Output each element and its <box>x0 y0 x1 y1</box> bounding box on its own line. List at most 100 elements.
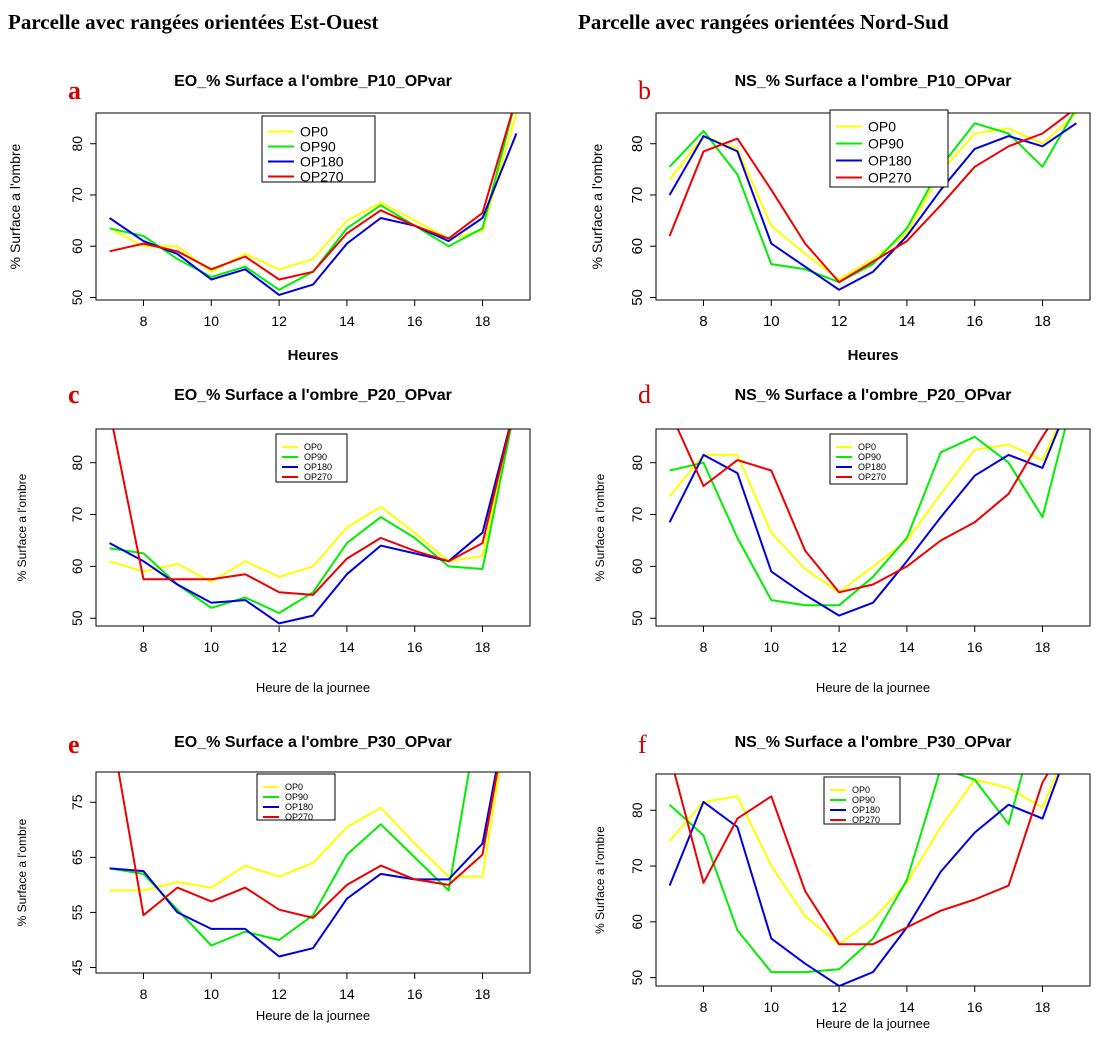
x-tick-label: 14 <box>339 986 355 1002</box>
series-group <box>668 774 1060 986</box>
x-tick-label: 16 <box>967 639 983 655</box>
series-line-op180 <box>668 774 1060 986</box>
x-tick-label: 8 <box>700 639 708 655</box>
x-tick-label: 12 <box>271 639 287 655</box>
x-tick-label: 18 <box>1034 313 1051 330</box>
y-tick-label: 65 <box>69 849 85 865</box>
x-axis-label: Heures <box>288 347 339 364</box>
y-axis-label: % Surface a l'ombre <box>589 143 605 269</box>
y-axis-label: % Surface a l'ombre <box>593 473 607 581</box>
y-tick-label: 80 <box>629 802 645 818</box>
x-axis-label: Heure de la journee <box>816 1016 930 1031</box>
legend-label-op180: OP180 <box>304 462 332 472</box>
x-tick-label: 18 <box>475 639 491 655</box>
series-line-op90 <box>668 113 1075 284</box>
y-tick-label: 70 <box>629 187 646 204</box>
panel-letter-e: e <box>68 730 80 759</box>
chart-e-svg: EO_% Surface a l'ombre_P30_OPvar 8 10 12 14 1… <box>15 734 531 1023</box>
series-group <box>668 113 1078 291</box>
x-tick-label: 12 <box>831 639 847 655</box>
x-tick-label: 8 <box>140 986 148 1002</box>
series-line-op270 <box>109 113 513 281</box>
x-tick-label: 18 <box>1035 639 1051 655</box>
series-group <box>109 772 501 958</box>
series-group <box>109 113 518 296</box>
legend-label-op0: OP0 <box>852 785 870 795</box>
chart-c-svg: EO_% Surface a l'ombre_P20_OPvar 8 10 12 14 1… <box>15 387 531 695</box>
y-tick-label: 50 <box>629 610 645 626</box>
series-line-op270 <box>668 113 1072 284</box>
x-tick-label: 8 <box>140 639 148 655</box>
chart-panel-f: NS_% Surface a l'ombre_P30_OPvar 8 10 12 14 1… <box>560 722 1100 1047</box>
series-line-op0 <box>668 113 1078 281</box>
series-line-op90 <box>109 429 512 614</box>
x-tick-label: 14 <box>899 313 916 330</box>
x-tick-label: 10 <box>203 313 219 329</box>
x-tick-label: 8 <box>699 313 707 330</box>
x-tick-label: 16 <box>407 986 423 1002</box>
y-tick-label: 70 <box>69 187 85 203</box>
chart-f-svg: NS_% Surface a l'ombre_P30_OPvar 8 10 12 14 1… <box>593 734 1091 1031</box>
legend-label-op90: OP90 <box>868 135 904 151</box>
series-line-op90 <box>669 429 1067 607</box>
x-axis-label: Heures <box>848 347 899 364</box>
series-line-op180 <box>668 122 1077 291</box>
legend-box <box>829 433 908 485</box>
y-axis-label: % Surface a l'ombre <box>7 143 23 269</box>
y-axis-label: % Surface a l'ombre <box>15 818 29 926</box>
column-header-est-ouest: Parcelle avec rangées orientées Est-Oues… <box>8 10 379 34</box>
x-tick-label: 14 <box>339 313 355 329</box>
series-line-op180 <box>109 772 498 958</box>
x-axis-label: Heure de la journee <box>256 1008 370 1023</box>
series-line-op270 <box>673 774 1049 946</box>
chart-panel-b: NS_% Surface a l'ombre_P10_OPvar 8 10 12 14 1… <box>560 68 1100 393</box>
legend-label-op270: OP270 <box>868 169 912 185</box>
legend-label-op0: OP0 <box>858 442 876 452</box>
legend-label-op270: OP270 <box>285 812 313 822</box>
y-tick-label: 60 <box>629 914 645 930</box>
panel-letter-b: b <box>638 76 651 105</box>
legend-label-op90: OP90 <box>300 138 336 154</box>
series-group <box>668 429 1067 617</box>
x-tick-label: 8 <box>700 999 708 1015</box>
x-tick-label: 16 <box>966 313 983 330</box>
y-tick-label: 70 <box>629 858 645 874</box>
plot-frame <box>95 112 531 301</box>
x-axis-label: Heure de la journee <box>256 680 370 695</box>
y-tick-label: 70 <box>629 507 645 523</box>
plot-frame <box>95 428 531 627</box>
series-line-op270 <box>112 429 511 596</box>
series-line-op0 <box>668 774 1058 946</box>
series-line-op90 <box>109 772 470 947</box>
x-tick-label: 10 <box>763 313 780 330</box>
x-tick-label: 12 <box>831 999 847 1015</box>
series-line-op90 <box>668 774 1024 974</box>
series-line-op270 <box>676 429 1049 594</box>
x-tick-label: 8 <box>140 313 148 329</box>
y-tick-label: 45 <box>69 959 85 975</box>
panel-letter-a: a <box>68 76 81 105</box>
plot-frame <box>655 428 1091 627</box>
legend-label-op0: OP0 <box>304 442 322 452</box>
legend-label-op0: OP0 <box>285 782 303 792</box>
y-tick-label: 60 <box>69 238 85 254</box>
chart-panel-d: NS_% Surface a l'ombre_P20_OPvar 8 10 12 14 1… <box>560 372 1100 697</box>
chart-b-svg: NS_% Surface a l'ombre_P10_OPvar 8 10 12 14 1… <box>589 73 1091 364</box>
x-tick-label: 10 <box>203 639 219 655</box>
y-tick-label: 80 <box>629 135 646 152</box>
chart-a-svg: EO_% Surface a l'ombre_P10_OPvar 8 10 12 14 1… <box>7 73 531 364</box>
legend-box <box>829 109 949 188</box>
x-tick-label: 16 <box>967 999 983 1015</box>
chart-title: NS_% Surface a l'ombre_P20_OPvar <box>735 387 1012 404</box>
x-tick-label: 10 <box>763 639 779 655</box>
legend-label-op180: OP180 <box>852 805 880 815</box>
legend-label-op270: OP270 <box>852 815 880 825</box>
column-header-nord-sud: Parcelle avec rangées orientées Nord-Sud <box>578 10 949 34</box>
x-tick-label: 12 <box>271 313 287 329</box>
chart-title: EO_% Surface a l'ombre_P30_OPvar <box>174 734 452 751</box>
legend-label-op90: OP90 <box>852 795 875 805</box>
